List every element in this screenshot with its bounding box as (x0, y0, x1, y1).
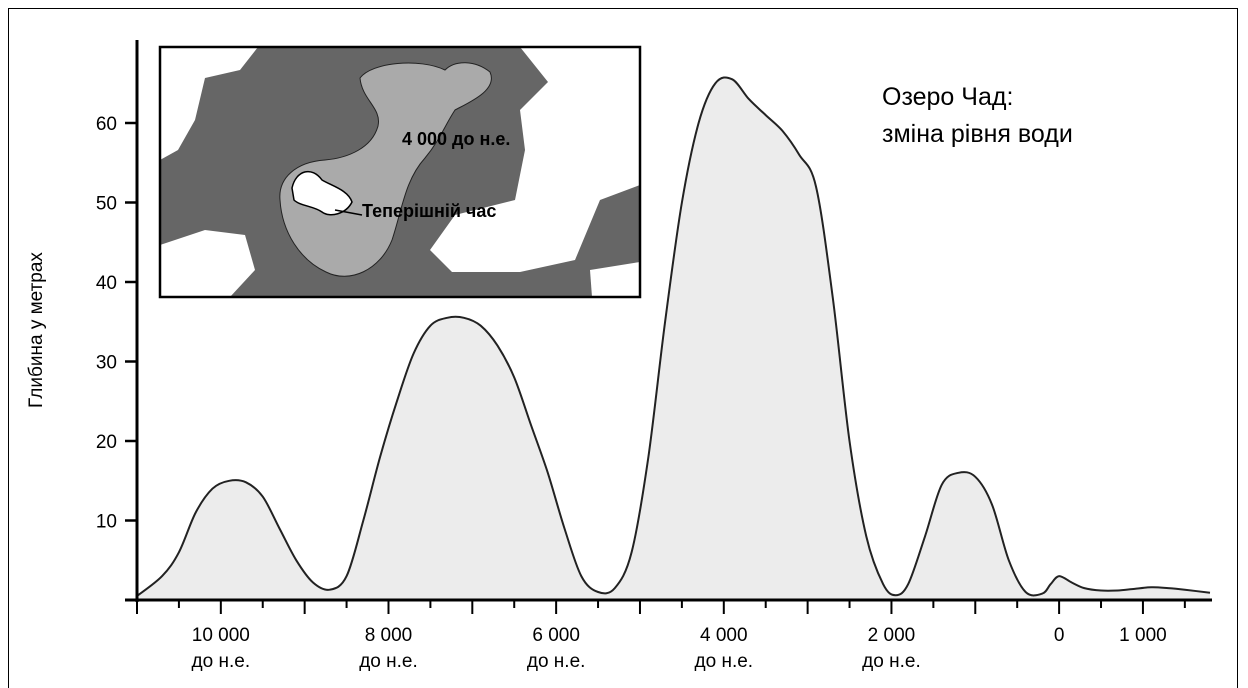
y-axis-title: Глибина у метрах (26, 252, 47, 408)
inset-map-border (158, 45, 642, 299)
chart-title-line-1: Озеро Чад: (882, 83, 1013, 111)
x-tick-label-era: до н.е. (359, 651, 418, 672)
x-tick-label-era: до н.е. (527, 651, 586, 672)
x-tick-label: 0 (1054, 625, 1065, 646)
inset-map-white-patch (430, 47, 640, 272)
x-tick-label: 2 000 (868, 625, 916, 646)
x-tick-label-era: до н.е. (695, 651, 754, 672)
y-tick-label: 30 (96, 353, 117, 374)
x-tick-label: 10 000 (192, 625, 250, 646)
inset-label-4000bc: 4 000 до н.е. (402, 129, 510, 149)
y-tick-label: 40 (96, 273, 117, 294)
inset-map-white-patch (160, 47, 258, 160)
inset-map-white-patch (160, 230, 255, 297)
inset-map: 4 000 до н.е. Теперішній час (158, 45, 642, 299)
x-tick-label-era: до н.е. (192, 651, 251, 672)
y-tick-label: 20 (96, 432, 117, 453)
x-ticks: 10 000 до н.е. 8 000 до н.е. 6 000 до н.е. 4 0… (136, 600, 1186, 672)
chart-frame (8, 8, 1238, 688)
x-tick-label: 6 000 (532, 625, 580, 646)
inset-map-lake-4000bc (279, 62, 492, 277)
x-tick-label: 1 000 (1119, 625, 1167, 646)
y-tick-label: 60 (96, 114, 117, 135)
water-level-area (137, 77, 1210, 601)
y-ticks: 10 20 30 40 50 60 (96, 114, 137, 533)
x-tick-label: 8 000 (365, 625, 413, 646)
inset-map-leader-line (334, 209, 363, 216)
x-tick-label: 4 000 (700, 625, 748, 646)
y-tick-label: 10 (96, 512, 117, 533)
water-level-curve (136, 76, 1211, 597)
y-tick-label: 50 (96, 194, 117, 215)
x-tick-label-era: до н.е. (862, 651, 921, 672)
chart-title-line-2: зміна рівня води (882, 120, 1073, 148)
inset-map-lake-present (291, 170, 353, 216)
inset-label-present: Теперішній час (362, 201, 496, 221)
inset-map-white-patch (590, 262, 640, 297)
